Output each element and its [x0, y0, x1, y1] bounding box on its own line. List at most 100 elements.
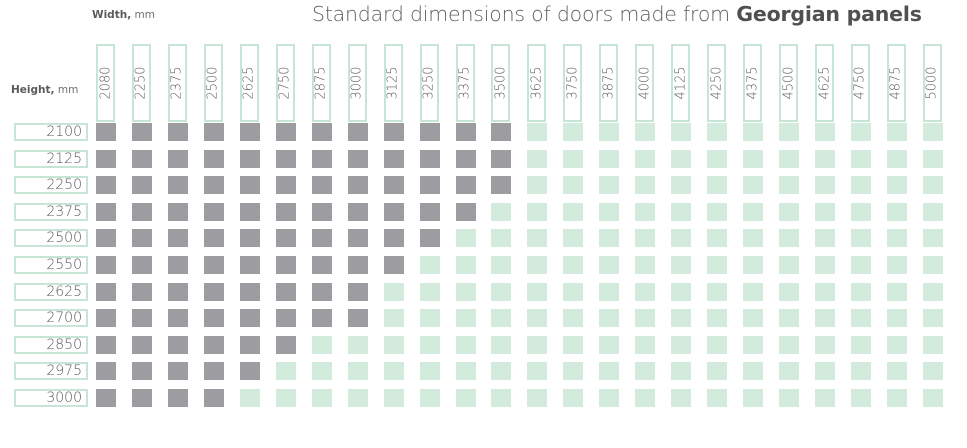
width-tick-text: 3500: [493, 66, 509, 100]
width-label-3375: 3375: [455, 44, 475, 122]
unavailable-cell-2625x3125: [383, 282, 404, 301]
standard-cell-2100x3000: [347, 123, 368, 141]
width-label-4375: 4375: [743, 44, 763, 122]
unavailable-cell-2975x3375: [455, 362, 476, 381]
unavailable-cell-2375x3500: [491, 202, 512, 221]
unavailable-cell-2100x4500: [779, 123, 800, 141]
standard-cell-2500x2750: [275, 229, 296, 248]
unavailable-cell-2850x4750: [850, 335, 871, 354]
standard-cell-2250x2250: [131, 176, 152, 195]
height-axis-label: Height, mm: [11, 84, 79, 96]
height-label-2125: 2125: [14, 149, 88, 168]
unavailable-cell-2550x4250: [707, 256, 728, 274]
unavailable-cell-3000x2625: [239, 389, 260, 407]
unavailable-cell-3000x3875: [599, 389, 620, 407]
width-tick-text: 2875: [313, 66, 329, 100]
unavailable-cell-2125x4875: [886, 149, 907, 168]
width-tick-text: 2500: [205, 66, 221, 100]
unavailable-cell-2250x4875: [886, 176, 907, 195]
unavailable-cell-3000x2750: [275, 389, 296, 407]
standard-cell-2375x3250: [419, 202, 440, 221]
unavailable-cell-3000x3250: [419, 389, 440, 407]
unavailable-cell-2125x4625: [815, 149, 835, 168]
standard-cell-2100x2080: [96, 123, 116, 141]
unavailable-cell-2975x3625: [527, 362, 548, 381]
unavailable-cell-2500x3500: [491, 229, 512, 248]
standard-cell-2375x2375: [167, 202, 188, 221]
width-label-3125: 3125: [383, 44, 403, 122]
unavailable-cell-2975x4750: [850, 362, 871, 381]
unavailable-cell-2250x3875: [599, 176, 620, 195]
width-label-3750: 3750: [563, 44, 583, 122]
unavailable-cell-2250x5000: [922, 176, 943, 195]
height-label-2550: 2550: [14, 256, 88, 274]
width-label-2375: 2375: [167, 44, 187, 122]
standard-cell-2250x2750: [275, 176, 296, 195]
unavailable-cell-2550x3500: [491, 256, 512, 274]
unavailable-cell-2850x3000: [347, 335, 368, 354]
unavailable-cell-2700x4125: [671, 309, 692, 328]
standard-cell-2100x2500: [203, 123, 224, 141]
standard-cell-2375x2500: [203, 202, 224, 221]
unavailable-cell-2375x5000: [922, 202, 943, 221]
unavailable-cell-2125x5000: [922, 149, 943, 168]
standard-cell-2700x2500: [203, 309, 224, 328]
unavailable-cell-2550x4750: [850, 256, 871, 274]
width-label-2500: 2500: [203, 44, 223, 122]
unavailable-cell-2550x4625: [815, 256, 835, 274]
unavailable-cell-2850x5000: [922, 335, 943, 354]
standard-cell-2625x2750: [275, 282, 296, 301]
width-label-3625: 3625: [527, 44, 547, 122]
unavailable-cell-2100x3750: [563, 123, 584, 141]
unavailable-cell-2975x2875: [311, 362, 332, 381]
unavailable-cell-2500x3375: [455, 229, 476, 248]
standard-cell-2125x2080: [96, 149, 116, 168]
standard-cell-2500x3000: [347, 229, 368, 248]
unavailable-cell-2100x4125: [671, 123, 692, 141]
unavailable-cell-2625x4750: [850, 282, 871, 301]
height-label-3000: 3000: [14, 389, 88, 407]
standard-cell-2850x2080: [96, 335, 116, 354]
unavailable-cell-2850x2875: [311, 335, 332, 354]
unavailable-cell-2375x3875: [599, 202, 620, 221]
height-label-2250: 2250: [14, 176, 88, 195]
standard-cell-2100x2375: [167, 123, 188, 141]
standard-cell-2250x2500: [203, 176, 224, 195]
unavailable-cell-3000x4875: [886, 389, 907, 407]
width-tick-text: 2250: [133, 66, 149, 100]
standard-cell-2975x2500: [203, 362, 224, 381]
unavailable-cell-2975x3250: [419, 362, 440, 381]
unavailable-cell-2700x3625: [527, 309, 548, 328]
height-label-2375: 2375: [14, 202, 88, 221]
unavailable-cell-2375x4000: [635, 202, 656, 221]
unavailable-cell-2700x5000: [922, 309, 943, 328]
unavailable-cell-2375x4250: [707, 202, 728, 221]
standard-cell-2700x2625: [239, 309, 260, 328]
unavailable-cell-3000x5000: [922, 389, 943, 407]
unavailable-cell-2550x4375: [743, 256, 764, 274]
standard-cell-2125x3500: [491, 149, 512, 168]
standard-cell-2500x2250: [131, 229, 152, 248]
unavailable-cell-2850x3375: [455, 335, 476, 354]
standard-cell-2850x2750: [275, 335, 296, 354]
width-tick-text: 4125: [673, 66, 689, 100]
width-tick-text: 4875: [888, 66, 904, 100]
width-label-2875: 2875: [311, 44, 331, 122]
unavailable-cell-2975x4250: [707, 362, 728, 381]
unavailable-cell-3000x3125: [383, 389, 404, 407]
unavailable-cell-2625x3500: [491, 282, 512, 301]
standard-cell-2100x3375: [455, 123, 476, 141]
unavailable-cell-2625x5000: [922, 282, 943, 301]
standard-cell-2125x3000: [347, 149, 368, 168]
width-label-2750: 2750: [275, 44, 295, 122]
standard-cell-2850x2250: [131, 335, 152, 354]
unavailable-cell-3000x4250: [707, 389, 728, 407]
unavailable-cell-2100x4875: [886, 123, 907, 141]
standard-cell-2975x2250: [131, 362, 152, 381]
standard-cell-2700x2750: [275, 309, 296, 328]
unavailable-cell-2500x4500: [779, 229, 800, 248]
standard-cell-2250x3375: [455, 176, 476, 195]
width-label-4250: 4250: [707, 44, 727, 122]
unavailable-cell-2850x3750: [563, 335, 584, 354]
unavailable-cell-2700x4000: [635, 309, 656, 328]
